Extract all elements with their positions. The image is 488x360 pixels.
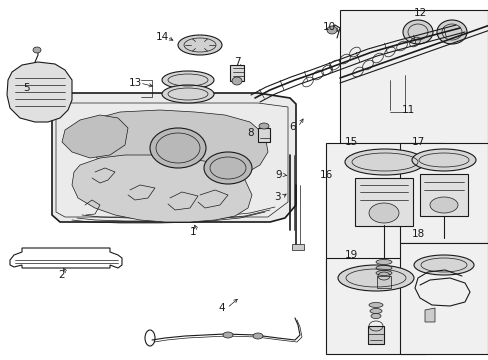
Ellipse shape — [368, 203, 398, 223]
Text: 15: 15 — [344, 137, 357, 147]
Text: 5: 5 — [22, 83, 29, 93]
Ellipse shape — [33, 47, 41, 53]
Ellipse shape — [150, 128, 205, 168]
Bar — [291, 244, 304, 250]
Text: 11: 11 — [401, 105, 414, 115]
Ellipse shape — [375, 266, 391, 270]
Text: 18: 18 — [410, 229, 424, 239]
Ellipse shape — [370, 314, 380, 319]
Polygon shape — [424, 308, 434, 322]
Ellipse shape — [223, 332, 232, 338]
Ellipse shape — [436, 20, 466, 44]
Ellipse shape — [429, 197, 457, 213]
Ellipse shape — [178, 35, 222, 55]
Text: 7: 7 — [233, 57, 240, 67]
Bar — [367, 326, 383, 344]
Ellipse shape — [413, 255, 473, 275]
Ellipse shape — [345, 149, 424, 175]
Ellipse shape — [162, 71, 214, 89]
Bar — [419, 174, 467, 216]
Text: 19: 19 — [344, 250, 357, 260]
Ellipse shape — [162, 85, 214, 103]
Polygon shape — [85, 110, 267, 182]
Ellipse shape — [402, 20, 432, 44]
Text: 12: 12 — [412, 8, 426, 18]
Bar — [376, 276, 390, 288]
Ellipse shape — [231, 77, 242, 85]
Ellipse shape — [252, 333, 263, 339]
Text: 8: 8 — [247, 128, 254, 138]
Ellipse shape — [326, 26, 336, 34]
Bar — [399, 243, 487, 354]
Bar — [258, 128, 269, 142]
Text: 16: 16 — [319, 170, 332, 180]
Text: 14: 14 — [155, 32, 168, 42]
Polygon shape — [7, 62, 72, 122]
Text: 6: 6 — [289, 122, 296, 132]
Bar — [354, 178, 412, 226]
Text: 3: 3 — [273, 192, 280, 202]
Polygon shape — [72, 155, 251, 222]
Text: 17: 17 — [410, 137, 424, 147]
Ellipse shape — [375, 260, 391, 265]
Ellipse shape — [369, 309, 381, 314]
Ellipse shape — [259, 123, 268, 129]
Polygon shape — [62, 115, 128, 158]
Text: 13: 13 — [128, 78, 142, 88]
Bar — [325, 143, 443, 281]
Text: 1: 1 — [189, 227, 196, 237]
Polygon shape — [52, 93, 295, 222]
Text: 4: 4 — [218, 303, 225, 313]
Ellipse shape — [337, 265, 413, 291]
Ellipse shape — [203, 152, 251, 184]
Text: 9: 9 — [275, 170, 282, 180]
Ellipse shape — [368, 302, 382, 307]
Ellipse shape — [375, 270, 391, 275]
Bar — [339, 10, 487, 150]
Bar — [399, 143, 487, 243]
Bar — [325, 258, 425, 354]
Text: 2: 2 — [59, 270, 65, 280]
Bar — [229, 65, 244, 81]
Text: 10: 10 — [322, 22, 335, 32]
Ellipse shape — [411, 149, 475, 171]
